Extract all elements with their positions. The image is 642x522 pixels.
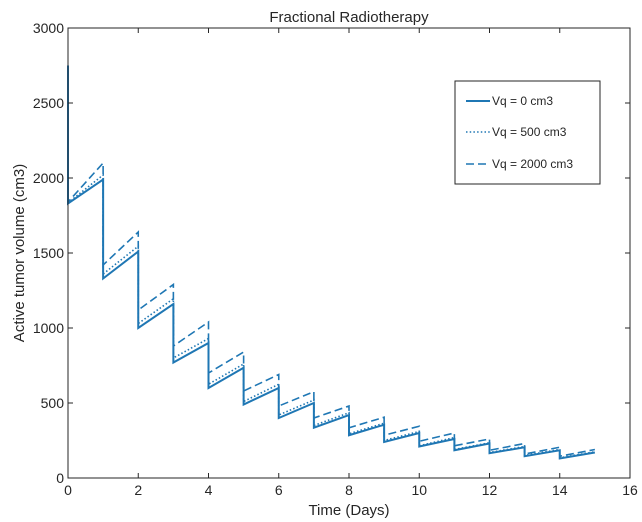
x-tick-label: 14 bbox=[552, 482, 568, 498]
y-tick-label: 1000 bbox=[33, 320, 64, 336]
legend-label-vq-2000: Vq = 2000 cm3 bbox=[492, 157, 573, 171]
x-tick-label: 4 bbox=[205, 482, 213, 498]
series-layer bbox=[67, 65, 596, 460]
chart-title: Fractional Radiotherapy bbox=[269, 9, 429, 26]
legend-label-vq-500: Vq = 500 cm3 bbox=[492, 125, 567, 139]
y-tick-label: 1500 bbox=[33, 245, 64, 261]
legend-label-vq-0: Vq = 0 cm3 bbox=[492, 94, 553, 108]
x-ticks: 0 2 4 6 8 10 12 14 16 bbox=[64, 28, 638, 498]
x-tick-label: 10 bbox=[411, 482, 427, 498]
x-tick-label: 6 bbox=[275, 482, 283, 498]
y-tick-label: 2000 bbox=[33, 170, 64, 186]
x-tick-label: 12 bbox=[482, 482, 498, 498]
y-tick-label: 500 bbox=[41, 395, 65, 411]
y-tick-label: 2500 bbox=[33, 95, 64, 111]
y-tick-label: 3000 bbox=[33, 20, 64, 36]
legend: Vq = 0 cm3 Vq = 500 cm3 Vq = 2000 cm3 bbox=[454, 80, 601, 185]
y-axis-title: Active tumor volume (cm3) bbox=[11, 164, 28, 342]
y-ticks: 0 500 1000 1500 2000 2500 3000 bbox=[33, 20, 630, 486]
series-line-dotted bbox=[67, 65, 596, 459]
x-tick-label: 8 bbox=[345, 482, 353, 498]
x-axis-title: Time (Days) bbox=[308, 502, 389, 519]
series-line-dashed bbox=[67, 65, 596, 458]
y-tick-label: 0 bbox=[56, 470, 64, 486]
x-tick-label: 16 bbox=[622, 482, 638, 498]
x-tick-label: 0 bbox=[64, 482, 72, 498]
legend-box bbox=[454, 80, 601, 185]
x-tick-label: 2 bbox=[134, 482, 142, 498]
